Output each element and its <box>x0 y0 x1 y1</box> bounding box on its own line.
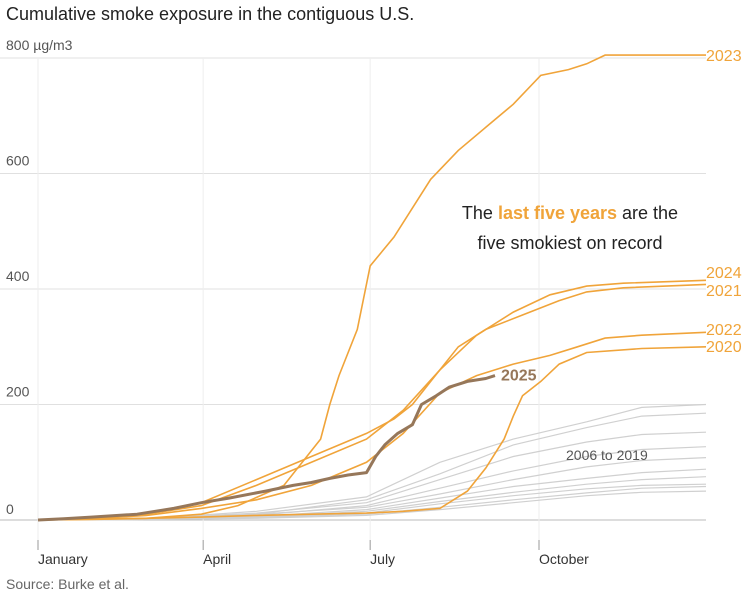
series-line-2024 <box>37 279 707 521</box>
series-line-historic-3 <box>37 431 707 521</box>
chart-title: Cumulative smoke exposure in the contigu… <box>6 4 415 24</box>
series-line-2025 <box>37 374 496 522</box>
historic-range-label: 2006 to 2019 <box>566 447 648 463</box>
series-line-historic-10 <box>37 490 707 521</box>
series-label-2023: 2023 <box>706 48 742 65</box>
series-label-2024: 2024 <box>706 265 742 282</box>
x-tick-label-april: April <box>203 551 231 567</box>
x-axis-ticks: January April July October <box>37 540 589 567</box>
recent-series <box>37 54 707 522</box>
annotation-highlight: last five years <box>497 203 618 223</box>
y-tick-label-800: 800 µg/m3 <box>6 37 73 53</box>
annotation-text-before: The <box>461 203 498 223</box>
series-label-2022: 2022 <box>706 322 742 339</box>
x-tick-label-october: October <box>539 551 589 567</box>
annotation-text-after: are the <box>617 203 679 223</box>
grid-lines <box>0 57 706 540</box>
annotation-callout: The last five years are the five smokies… <box>410 198 730 258</box>
y-axis-ticks: 0 200 400 600 800 µg/m3 <box>6 37 73 517</box>
x-tick-label-january: January <box>38 551 88 567</box>
series-label-2021: 2021 <box>706 283 742 300</box>
annotation-line2: five smokiest on record <box>477 233 663 253</box>
series-line-2020 <box>37 346 707 521</box>
y-tick-label-600: 600 <box>6 153 30 169</box>
source-note: Source: Burke et al. <box>6 576 129 592</box>
y-tick-label-400: 400 <box>6 268 30 284</box>
series-line-2022 <box>37 331 707 521</box>
y-tick-label-0: 0 <box>6 501 14 517</box>
series-line-2023 <box>37 54 706 521</box>
series-label-2020: 2020 <box>706 339 742 356</box>
series-label-2025: 2025 <box>501 368 537 385</box>
series-line-2021 <box>37 283 707 521</box>
y-tick-label-200: 200 <box>6 384 30 400</box>
historic-series <box>37 403 707 521</box>
x-tick-label-july: July <box>370 551 395 567</box>
